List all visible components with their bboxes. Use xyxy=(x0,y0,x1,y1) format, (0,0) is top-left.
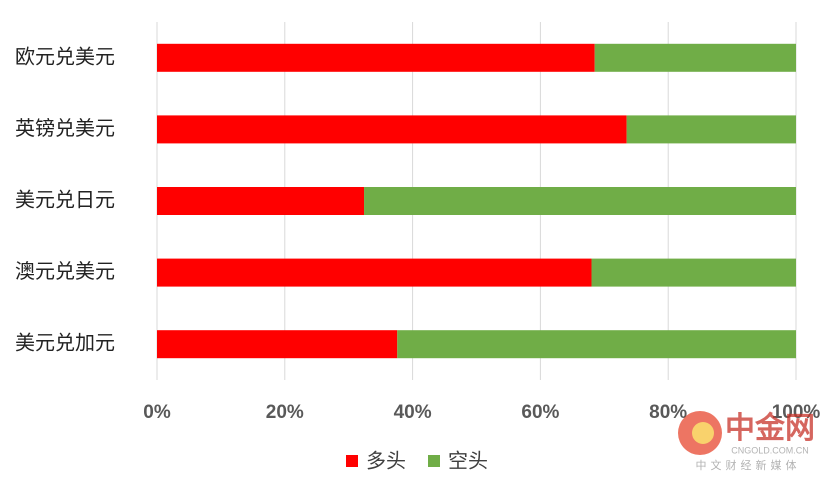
bar-segment xyxy=(626,115,796,144)
y-tick-label: 澳元兑美元 xyxy=(15,259,115,283)
legend-swatch xyxy=(428,455,440,467)
y-tick-label: 美元兑日元 xyxy=(15,188,115,212)
y-tick-label: 英镑兑美元 xyxy=(15,116,115,140)
x-tick-label: 100% xyxy=(772,402,821,423)
plot: 0% 20% 40% 60% 80% 100% 欧元兑美元英镑兑美元美元兑日元澳元兑美元美元… xyxy=(15,22,820,472)
bar-segment xyxy=(157,115,627,144)
bar-segment xyxy=(594,43,796,72)
bar-segment xyxy=(397,330,796,359)
legend-label: 多头 xyxy=(366,449,406,472)
x-tick-label: 60% xyxy=(521,402,559,423)
x-tick-label: 20% xyxy=(266,402,304,423)
bar-segment xyxy=(157,330,398,359)
bar-segment xyxy=(157,258,592,287)
bar-segment xyxy=(157,187,365,215)
bar-segment xyxy=(157,43,595,72)
bar-segment xyxy=(364,187,796,215)
watermark-url: CNGOLD.COM.CN xyxy=(731,445,809,455)
y-tick-label: 美元兑加元 xyxy=(15,331,115,355)
y-tick-label: 欧元兑美元 xyxy=(15,44,115,68)
watermark-slogan: 中文财经新媒体 xyxy=(696,458,801,472)
watermark-brand: 中金网 xyxy=(725,411,815,445)
x-tick-label: 80% xyxy=(649,402,687,423)
watermark: 中金网 CNGOLD.COM.CN 中文财经新媒体 xyxy=(678,411,815,472)
legend-label: 空头 xyxy=(448,449,488,472)
x-tick-label: 0% xyxy=(143,402,171,423)
x-tick-label: 40% xyxy=(394,402,432,423)
watermark-logo-inner xyxy=(692,422,714,444)
legend-swatch xyxy=(346,455,358,467)
bar-segment xyxy=(591,258,796,287)
